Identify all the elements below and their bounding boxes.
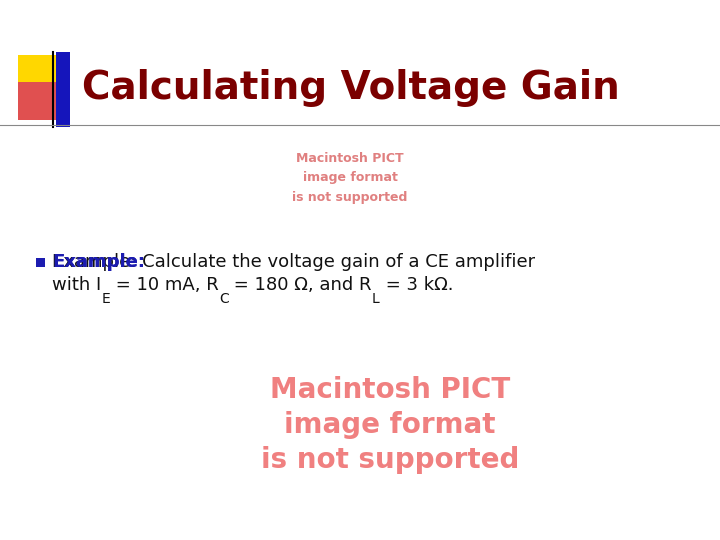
- Text: E: E: [102, 292, 110, 306]
- Text: with I: with I: [52, 276, 102, 294]
- Text: = 180 Ω, and R: = 180 Ω, and R: [228, 276, 372, 294]
- Text: = 10 mA, R: = 10 mA, R: [110, 276, 219, 294]
- Text: C: C: [219, 292, 228, 306]
- Text: is not supported: is not supported: [261, 446, 519, 474]
- Text: is not supported: is not supported: [292, 192, 408, 205]
- Text: Example: Calculate the voltage gain of a CE amplifier: Example: Calculate the voltage gain of a…: [52, 253, 535, 271]
- Text: image format: image format: [284, 411, 496, 439]
- Bar: [18, 55, 70, 107]
- Bar: [18, 82, 60, 120]
- Bar: [36, 258, 45, 267]
- Text: = 3 kΩ.: = 3 kΩ.: [379, 276, 454, 294]
- Text: Example:: Example:: [52, 253, 145, 271]
- Text: Macintosh PICT: Macintosh PICT: [296, 152, 404, 165]
- Text: Example:: Example:: [52, 253, 145, 271]
- Text: Example: Calculate the voltage gain of a CE amplifier: Example: Calculate the voltage gain of a…: [52, 253, 535, 271]
- Text: L: L: [372, 292, 379, 306]
- Text: image format: image format: [302, 172, 397, 185]
- Bar: [56, 52, 70, 127]
- Text: Macintosh PICT: Macintosh PICT: [270, 376, 510, 404]
- Text: Calculating Voltage Gain: Calculating Voltage Gain: [82, 69, 620, 107]
